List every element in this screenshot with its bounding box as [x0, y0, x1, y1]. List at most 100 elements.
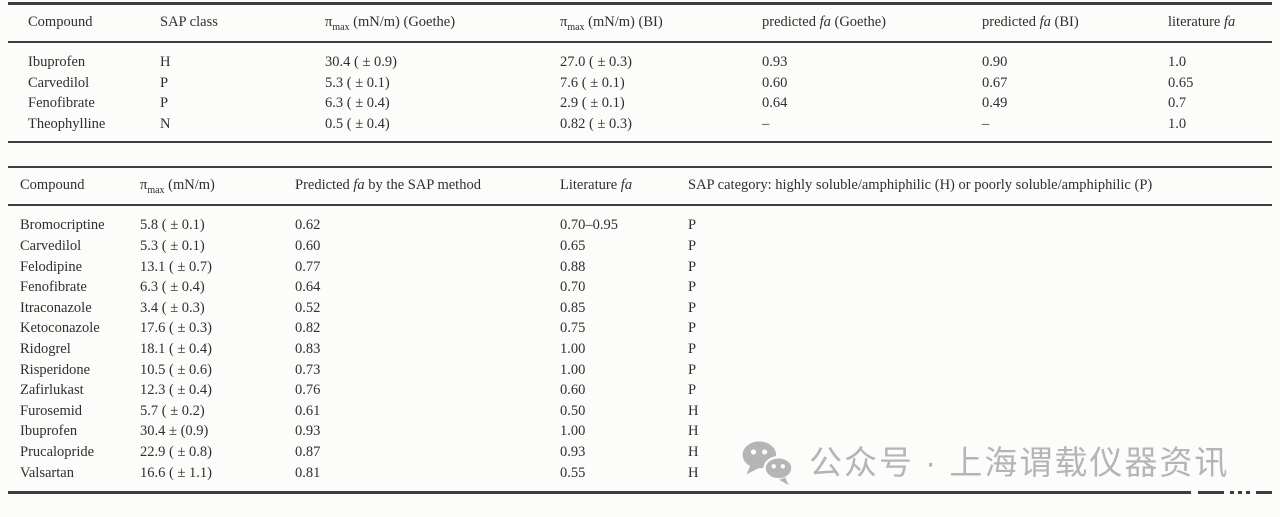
table-cell: Ibuprofen: [28, 54, 86, 70]
table-cell: Itraconazole: [20, 299, 92, 316]
table-row: Carvedilol 5.3 ( ± 0.1) 0.60 0.65 P: [8, 236, 1272, 257]
column-header: πmax (mN/m) (Goethe): [325, 3, 560, 43]
table-cell: Carvedilol: [28, 74, 90, 91]
table-cell: 0.50: [560, 402, 586, 419]
rule-dash-segment: [1198, 491, 1224, 494]
table-row: Risperidone 10.5 ( ± 0.6) 0.73 1.00 P: [8, 360, 1272, 381]
table-cell: 5.8 ( ± 0.1): [140, 217, 205, 234]
table-row: Valsartan 16.6 ( ± 1.1) 0.81 0.55 H: [8, 463, 1272, 490]
column-header: predicted fa (Goethe): [762, 3, 982, 43]
table-cell: 0.73: [295, 361, 321, 378]
table-cell: P: [688, 320, 697, 337]
table-cell: 0.75: [560, 320, 586, 337]
table-row: Prucalopride 22.9 ( ± 0.8) 0.87 0.93 H: [8, 442, 1272, 463]
table-cell: 22.9 ( ± 0.8): [140, 443, 212, 460]
table-row: Bromocriptine 5.8 ( ± 0.1) 0.62 0.70–0.95 P: [8, 205, 1272, 236]
table-cell: P: [688, 217, 697, 234]
table-cell: 0.60: [762, 74, 788, 91]
table-cell: P: [688, 258, 697, 275]
table-row: Ibuprofen 30.4 ± (0.9) 0.93 1.00 H: [8, 421, 1272, 442]
table-cell: 5.3 ( ± 0.1): [325, 74, 390, 91]
column-header: Compound: [8, 3, 160, 43]
table-cell: 30.4 ± (0.9): [140, 423, 209, 440]
table-cell: 30.4 ( ± 0.9): [325, 54, 397, 70]
table-cell: 0.76: [295, 382, 321, 399]
table-cell: 1.00: [560, 340, 586, 357]
column-header: Compound: [8, 167, 140, 207]
table-cell: –: [982, 115, 990, 132]
table-cell: 0.81: [295, 464, 321, 481]
table-cell: Valsartan: [20, 464, 74, 481]
table-cell: –: [762, 115, 770, 132]
table-cell: 1.0: [1168, 54, 1187, 70]
table-cell: 0.93: [295, 423, 321, 440]
rule-dot: [1230, 491, 1234, 494]
table-cell: 13.1 ( ± 0.7): [140, 258, 212, 275]
column-header: SAP category: highly soluble/amphiphilic…: [688, 167, 1272, 207]
table-cell: P: [688, 340, 697, 357]
table-cell: 0.93: [762, 54, 788, 70]
table-cell: Ketoconazole: [20, 320, 100, 337]
table-cell: P: [688, 279, 697, 296]
table-cell: H: [160, 54, 171, 70]
table-cell: Carvedilol: [20, 237, 82, 254]
wechat-icon: [738, 439, 796, 487]
table-cell: Theophylline: [28, 115, 106, 132]
table-cell: 0.60: [295, 237, 321, 254]
table-cell: 1.00: [560, 423, 586, 440]
table-cell: 1.0: [1168, 115, 1187, 132]
table-cell: Bromocriptine: [20, 217, 105, 234]
results-table-sap-method: Compound πmax (mN/m) Predicted fa by the S…: [8, 166, 1272, 489]
table-cell: 0.70–0.95: [560, 217, 618, 234]
table-cell: Ridogrel: [20, 340, 71, 357]
table-cell: 2.9 ( ± 0.1): [560, 95, 625, 112]
table-cell: Prucalopride: [20, 443, 95, 460]
table-row: Felodipine 13.1 ( ± 0.7) 0.77 0.88 P: [8, 257, 1272, 278]
table-cell: 0.49: [982, 95, 1008, 112]
table-cell: 0.62: [295, 217, 321, 234]
table-cell: 16.6 ( ± 1.1): [140, 464, 212, 481]
table-cell: 17.6 ( ± 0.3): [140, 320, 212, 337]
table-cell: Furosemid: [20, 402, 83, 419]
column-header: πmax (mN/m) (BI): [560, 3, 762, 43]
table-cell: 0.87: [295, 443, 321, 460]
table-row: Ibuprofen H 30.4 ( ± 0.9) 27.0 ( ± 0.3) 0.93…: [8, 42, 1272, 73]
column-header: SAP class: [160, 3, 325, 43]
table-row: Ridogrel 18.1 ( ± 0.4) 0.83 1.00 P: [8, 339, 1272, 360]
rule-dot: [1246, 491, 1250, 494]
table-bottom-rule: [8, 491, 1272, 494]
header-row: Compound πmax (mN/m) Predicted fa by the S…: [8, 167, 1272, 207]
column-header: Literature fa: [560, 167, 688, 207]
table-row: Zafirlukast 12.3 ( ± 0.4) 0.76 0.60 P: [8, 380, 1272, 401]
table-cell: 0.61: [295, 402, 321, 419]
table-row: Itraconazole 3.4 ( ± 0.3) 0.52 0.85 P: [8, 298, 1272, 319]
table-row: Carvedilol P 5.3 ( ± 0.1) 7.6 ( ± 0.1) 0.60 0…: [8, 73, 1272, 94]
table-cell: P: [688, 299, 697, 316]
table-cell: 0.64: [295, 279, 321, 296]
table-cell: Risperidone: [20, 361, 91, 378]
column-header: predicted fa (BI): [982, 3, 1168, 43]
table-cell: H: [688, 443, 699, 460]
table-cell: 0.7: [1168, 95, 1187, 112]
table-cell: 6.3 ( ± 0.4): [325, 95, 390, 112]
table-cell: 5.7 ( ± 0.2): [140, 402, 205, 419]
column-header: Predicted fa by the SAP method: [295, 167, 560, 207]
column-header: πmax (mN/m): [140, 167, 295, 207]
table-cell: H: [688, 464, 699, 481]
table-cell: 0.67: [982, 74, 1008, 91]
table-cell: 0.85: [560, 299, 586, 316]
table-cell: Fenofibrate: [28, 95, 95, 112]
header-row: Compound SAP class πmax (mN/m) (Goethe) πma…: [8, 3, 1272, 43]
table-cell: P: [688, 361, 697, 378]
table-cell: 0.65: [1168, 74, 1194, 91]
table-cell: 0.60: [560, 382, 586, 399]
table-cell: 10.5 ( ± 0.6): [140, 361, 212, 378]
table-cell: 12.3 ( ± 0.4): [140, 382, 212, 399]
table-cell: 0.83: [295, 340, 321, 357]
table-cell: 7.6 ( ± 0.1): [560, 74, 625, 91]
table-cell: Felodipine: [20, 258, 83, 275]
table-cell: 3.4 ( ± 0.3): [140, 299, 205, 316]
table-cell: 0.93: [560, 443, 586, 460]
table-cell: 18.1 ( ± 0.4): [140, 340, 212, 357]
table-cell: 0.55: [560, 464, 586, 481]
